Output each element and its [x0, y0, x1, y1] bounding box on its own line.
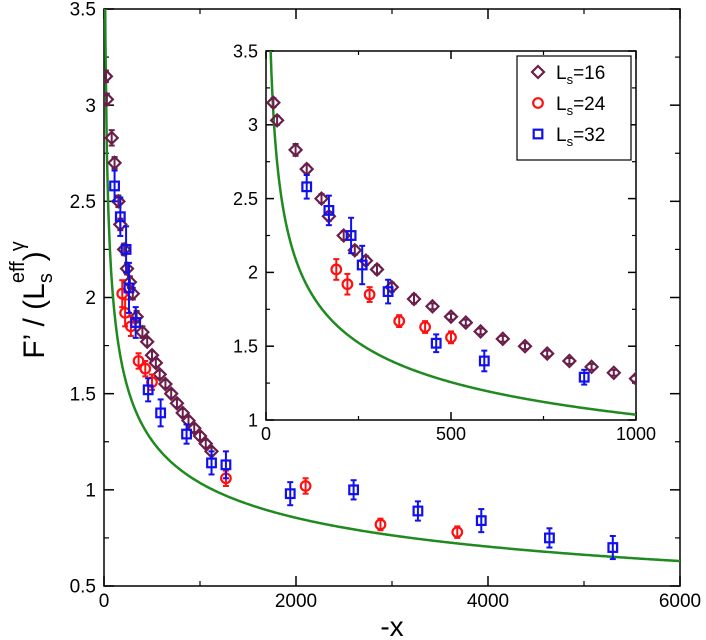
- main-xtick-label-3: 6000: [659, 591, 701, 612]
- inset-point-diamond-12: [424, 298, 441, 314]
- main-point-diamond-18: [169, 395, 185, 411]
- main-point-circle-8: [374, 518, 387, 531]
- inset-point-square-1: [323, 204, 335, 216]
- inset-point-square-7: [578, 371, 590, 383]
- main-point-diamond-17: [163, 386, 179, 402]
- inset-point-diamond-14: [458, 315, 474, 331]
- y-axis-label: F’ / (Lseff)γ: [7, 241, 57, 358]
- inset-ytick-label-4: 3: [248, 115, 258, 135]
- main-point-diamond-12: [139, 334, 155, 350]
- main-point-circle-9: [451, 526, 464, 539]
- inset-point-circle-1: [341, 278, 354, 291]
- inset-point-diamond-9: [369, 261, 385, 278]
- main-ytick-label-2: 1.5: [70, 384, 96, 405]
- legend: Ls=16 Ls=24 Ls=32: [516, 55, 632, 161]
- main-point-square-2: [120, 243, 132, 255]
- inset-point-square-4: [382, 286, 394, 298]
- main-point-square-4: [130, 317, 142, 328]
- inset-point-diamond-19: [561, 353, 577, 369]
- main-point-square-14: [544, 532, 555, 544]
- legend-marker-circle: [532, 97, 544, 109]
- main-point-square-3: [123, 282, 135, 294]
- main-ytick-label-0: 0.5: [70, 577, 96, 598]
- main-fit-curve: [104, 9, 680, 563]
- inset-point-diamond-17: [517, 338, 533, 354]
- main-point-square-9: [220, 459, 232, 471]
- inset-xtick-label-0: 0: [261, 424, 271, 444]
- x-axis-label: -x: [380, 611, 403, 640]
- inset-point-diamond-0: [266, 95, 281, 111]
- main-point-diamond-2: [104, 130, 120, 146]
- inset-ytick-label-0: 1: [248, 410, 258, 430]
- inset-point-circle-4: [419, 321, 432, 333]
- inset-xtick-label-2: 1000: [616, 424, 656, 444]
- legend-marker-square: [532, 128, 544, 140]
- inset-point-square-3: [356, 259, 368, 271]
- inset-point-diamond-21: [606, 365, 622, 381]
- inset-plot-area: [266, 51, 636, 416]
- main-ytick-label-1: 1: [85, 480, 96, 501]
- main-ytick-label-4: 2.5: [70, 192, 96, 213]
- main-plot-area: [104, 9, 680, 563]
- main-point-square-13: [475, 515, 487, 527]
- inset-ytick-label-2: 2: [248, 263, 258, 283]
- inset-ytick-label-3: 2.5: [233, 189, 258, 209]
- main-xtick-label-0: 0: [99, 591, 110, 612]
- main-point-diamond-14: [148, 355, 164, 371]
- main-point-diamond-7: [119, 261, 135, 277]
- inset-point-circle-0: [330, 263, 343, 276]
- main-point-diamond-16: [157, 376, 173, 392]
- inset-point-square-0: [301, 181, 313, 193]
- inset-point-diamond-20: [584, 359, 600, 375]
- inset-ytick-label-5: 3.5: [233, 41, 258, 61]
- inset-point-diamond-2: [288, 142, 304, 158]
- inset-fit-curve: [269, 51, 636, 416]
- inset-point-square-2: [345, 230, 357, 241]
- legend-label-2: Ls=32: [556, 125, 605, 149]
- main-point-diamond-6: [116, 241, 132, 257]
- main-point-circle-7: [299, 480, 312, 492]
- main-point-diamond-3: [107, 155, 123, 171]
- main-point-square-6: [155, 407, 167, 419]
- inset-point-square-5: [430, 337, 442, 349]
- main-point-square-8: [206, 457, 217, 469]
- main-point-diamond-0: [104, 68, 114, 84]
- inset-point-circle-3: [393, 315, 406, 328]
- main-point-diamond-15: [152, 366, 168, 382]
- main-ytick-label-5: 3: [85, 96, 96, 117]
- main-point-circle-4: [139, 362, 152, 375]
- main-point-square-7: [181, 428, 192, 440]
- inset-point-diamond-15: [473, 323, 489, 339]
- legend-label-0: Ls=16: [556, 63, 605, 87]
- inset-plot: 0 500 1000 1 1.5 2 2.5 3 3.5: [233, 41, 656, 444]
- inset-point-diamond-13: [443, 309, 459, 325]
- main-point-square-10: [284, 488, 296, 500]
- main-point-square-15: [607, 542, 619, 553]
- inset-ytick-label-1: 1.5: [233, 337, 258, 357]
- inset-point-circle-2: [363, 288, 376, 301]
- legend-marker-diamond: [530, 64, 546, 80]
- inset-point-circle-5: [445, 331, 457, 344]
- main-point-square-11: [348, 484, 360, 496]
- inset-xtick-label-1: 500: [436, 424, 466, 444]
- main-xtick-label-2: 4000: [467, 591, 509, 612]
- inset-point-diamond-1: [269, 112, 285, 128]
- inset-point-diamond-16: [495, 331, 511, 347]
- main-point-square-0: [109, 180, 120, 192]
- inset-point-square-6: [478, 355, 490, 367]
- main-point-square-1: [114, 211, 126, 223]
- legend-label-1: Ls=24: [556, 94, 606, 118]
- main-point-square-5: [142, 384, 154, 396]
- main-point-diamond-11: [134, 324, 150, 340]
- inset-point-diamond-22: [628, 371, 636, 387]
- main-xtick-label-1: 2000: [275, 591, 317, 612]
- main-point-diamond-1: [104, 91, 115, 107]
- inset-point-diamond-11: [406, 291, 422, 307]
- main-point-square-12: [412, 505, 424, 517]
- main-ytick-label-6: 3.5: [70, 0, 96, 21]
- inset-point-diamond-18: [539, 346, 555, 362]
- inset-point-diamond-4: [313, 191, 330, 207]
- main-ytick-label-3: 2: [85, 288, 96, 309]
